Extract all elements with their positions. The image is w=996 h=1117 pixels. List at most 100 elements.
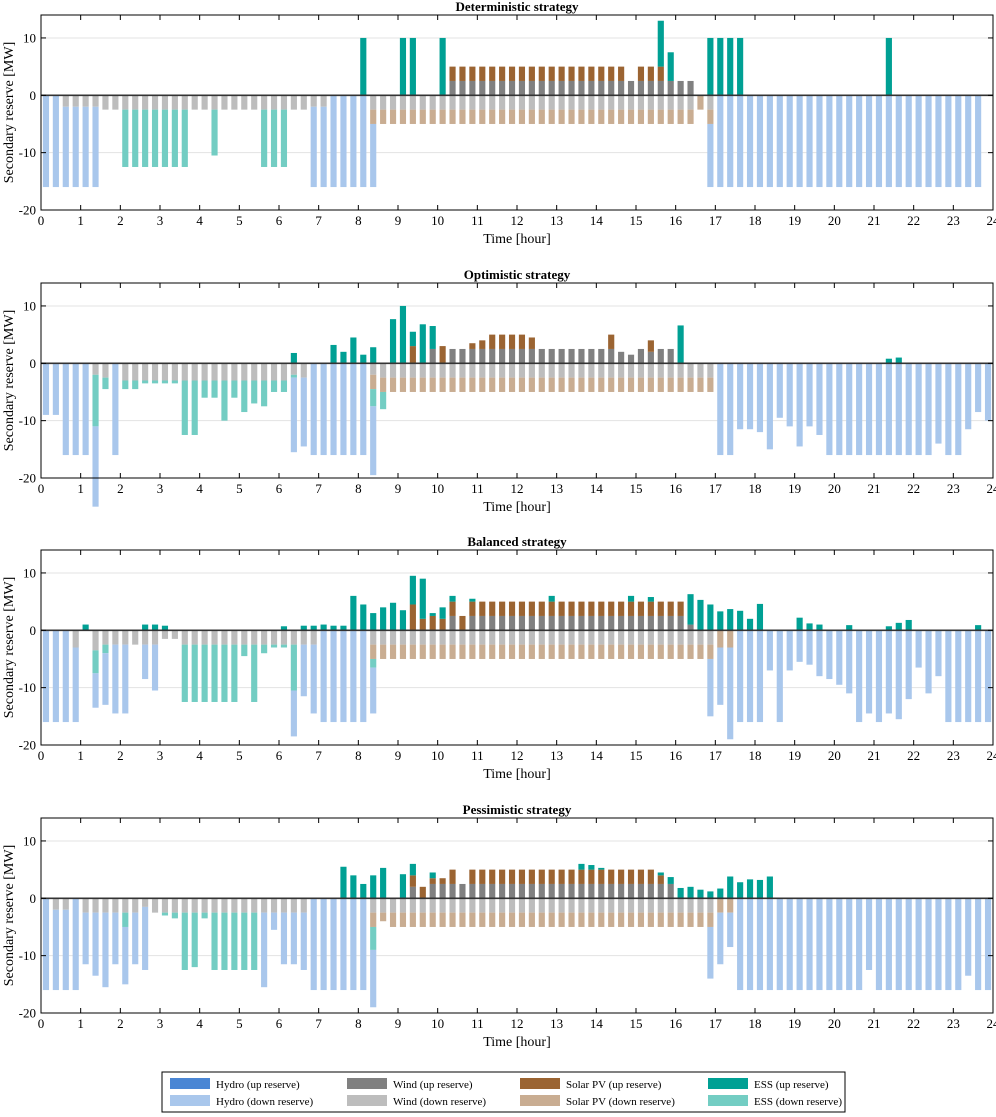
y-tick-label: 10 [23, 298, 36, 313]
x-tick-label: 11 [471, 481, 484, 496]
hydro-down-bar [92, 912, 99, 976]
ess-down-bar [280, 109, 288, 167]
hydro-down-bar [885, 95, 892, 188]
hydro-down-bar [984, 363, 992, 421]
wind-down-bar [697, 630, 704, 645]
wind-down-bar [112, 630, 119, 645]
hydro-down-bar [955, 630, 962, 723]
x-tick-label: 12 [511, 481, 524, 496]
solar-up-bar [598, 869, 605, 884]
x-axis-label: Time [hour] [483, 767, 551, 782]
hydro-down-bar [846, 898, 853, 991]
ess-up-bar [885, 626, 892, 631]
solar-down-bar [389, 377, 397, 392]
ess-up-bar [360, 354, 367, 364]
ess-down-bar [92, 650, 99, 674]
ess-up-bar [727, 37, 734, 96]
wind-down-bar [181, 630, 188, 645]
wind-down-bar [82, 898, 89, 913]
hydro-down-bar [717, 95, 724, 188]
wind-down-bar [241, 898, 248, 913]
ess-up-bar [746, 618, 754, 631]
hydro-down-bar [816, 363, 823, 435]
wind-down-bar [568, 630, 575, 645]
hydro-down-bar [776, 630, 783, 723]
ess-up-bar [707, 891, 714, 899]
wind-up-bar [429, 883, 436, 899]
solar-up-bar [508, 869, 516, 884]
legend-swatch [708, 1078, 748, 1089]
wind-down-bar [637, 630, 645, 645]
wind-down-bar [499, 630, 506, 645]
hydro-down-bar [856, 95, 863, 188]
solar-down-bar [558, 912, 565, 927]
hydro-down-bar [756, 95, 764, 188]
solar-up-bar [657, 875, 664, 884]
x-tick-label: 14 [590, 1016, 604, 1031]
wind-up-bar [518, 80, 526, 96]
ess-up-bar [667, 52, 674, 81]
ess-up-bar [419, 324, 426, 364]
x-tick-label: 18 [749, 1016, 762, 1031]
solar-up-bar [439, 346, 446, 364]
ess-down-bar [142, 380, 149, 384]
x-tick-label: 15 [630, 1016, 643, 1031]
wind-down-bar [399, 898, 407, 913]
solar-down-bar [370, 109, 377, 124]
wind-down-bar [697, 363, 704, 378]
x-tick-label: 21 [868, 1016, 881, 1031]
solar-down-bar [657, 377, 664, 392]
solar-up-bar [568, 869, 575, 884]
solar-down-bar [657, 912, 664, 927]
hydro-down-bar [865, 898, 873, 970]
wind-down-bar [647, 363, 654, 378]
wind-down-bar [92, 898, 99, 913]
wind-down-bar [221, 898, 228, 913]
wind-down-bar [171, 95, 178, 110]
wind-up-bar [528, 883, 535, 899]
wind-up-bar [598, 80, 605, 96]
solar-down-bar [479, 109, 486, 124]
wind-up-bar [409, 886, 416, 899]
solar-up-bar [528, 601, 535, 616]
solar-down-bar [637, 377, 645, 392]
ess-up-bar [350, 595, 357, 631]
ess-up-bar [717, 888, 724, 899]
y-axis-label: Secondary reserve [MW] [2, 845, 17, 987]
wind-down-bar [221, 95, 228, 110]
wind-up-bar [608, 348, 615, 364]
ess-up-bar [667, 877, 674, 884]
wind-down-bar [280, 95, 288, 110]
ess-up-bar [469, 598, 476, 602]
ess-up-bar [340, 866, 347, 899]
ess-up-bar [290, 352, 297, 364]
solar-down-bar [429, 912, 436, 927]
solar-down-bar [380, 912, 387, 922]
ess-down-bar [132, 109, 139, 167]
wind-down-bar [300, 95, 307, 110]
x-tick-label: 16 [669, 213, 683, 228]
solar-up-bar [499, 601, 506, 616]
wind-up-bar [608, 80, 615, 96]
ess-up-bar [161, 625, 169, 631]
hydro-down-bar [360, 898, 367, 991]
x-tick-label: 19 [788, 748, 801, 763]
wind-down-bar [251, 363, 258, 381]
solar-down-bar [687, 912, 694, 927]
x-tick-label: 9 [395, 748, 402, 763]
hydro-down-bar [846, 630, 853, 694]
ess-down-bar [181, 380, 188, 435]
wind-up-bar [508, 615, 516, 631]
x-tick-label: 15 [630, 748, 643, 763]
wind-down-bar [370, 630, 377, 645]
wind-down-bar [171, 630, 178, 639]
hydro-down-bar [270, 912, 278, 930]
ess-down-bar [221, 380, 228, 421]
wind-down-bar [687, 95, 694, 110]
hydro-down-bar [727, 647, 734, 740]
hydro-down-bar [846, 95, 853, 188]
wind-up-bar [598, 883, 605, 899]
ess-up-bar [895, 622, 902, 631]
wind-down-bar [558, 898, 565, 913]
solar-up-bar [588, 66, 595, 81]
